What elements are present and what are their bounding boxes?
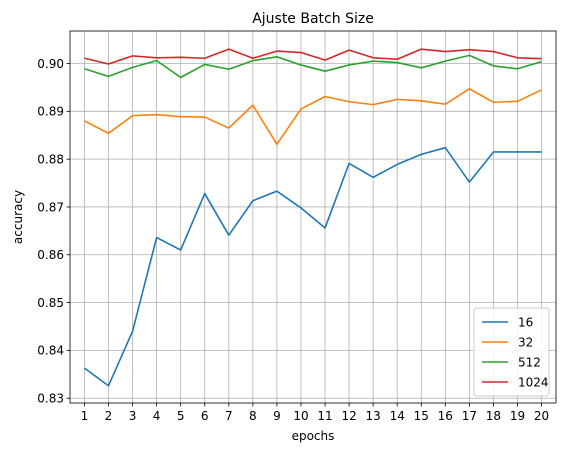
y-tick-label: 0.88 (37, 152, 64, 166)
series-lines (83, 48, 542, 387)
axis-ticks: 1 2 3 4 5 6 7 8 9 10 11 12 13 14 15 16 17 18 19 200.830.840… (37, 57, 549, 423)
y-tick-label: 0.90 (37, 57, 64, 71)
x-tick-label: 4 (153, 409, 161, 423)
y-tick-label: 0.89 (37, 105, 64, 119)
x-tick-label: 5 (177, 409, 185, 423)
x-tick-label: 14 (390, 409, 405, 423)
x-tick-label: 8 (249, 409, 257, 423)
x-tick-label: 7 (225, 409, 233, 423)
legend-label: 32 (518, 335, 533, 349)
legend-label: 1024 (518, 375, 549, 389)
y-tick-label: 0.86 (37, 248, 64, 262)
series-line-1024 (84, 48, 542, 65)
x-tick-label: 17 (462, 409, 477, 423)
y-tick-label: 0.84 (37, 344, 64, 358)
x-tick-label: 6 (201, 409, 209, 423)
x-tick-label: 11 (317, 409, 332, 423)
grid-lines (70, 31, 556, 403)
x-axis-label: epochs (292, 429, 335, 443)
y-tick-label: 0.85 (37, 296, 64, 310)
legend-label: 16 (518, 315, 533, 329)
x-tick-label: 2 (105, 409, 113, 423)
y-tick-label: 0.87 (37, 200, 64, 214)
x-tick-label: 9 (273, 409, 281, 423)
x-tick-label: 18 (486, 409, 501, 423)
x-tick-label: 16 (438, 409, 453, 423)
series-line-512 (84, 54, 542, 79)
x-tick-label: 15 (414, 409, 429, 423)
series-line-16 (83, 146, 542, 387)
y-axis-label: accuracy (11, 190, 25, 244)
x-tick-label: 3 (129, 409, 137, 423)
chart-title: Ajuste Batch Size (252, 11, 374, 27)
x-tick-label: 1 (81, 409, 89, 423)
legend: 16 32 512 1024 (473, 307, 550, 397)
x-tick-label: 12 (341, 409, 356, 423)
x-tick-label: 10 (293, 409, 308, 423)
x-tick-label: 13 (366, 409, 381, 423)
legend-label: 512 (518, 355, 541, 369)
plot-frame (69, 30, 557, 404)
series-line-32 (84, 88, 542, 146)
legend-box (473, 307, 550, 397)
x-tick-label: 20 (534, 409, 549, 423)
x-tick-label: 19 (510, 409, 525, 423)
y-tick-label: 0.83 (37, 392, 64, 406)
